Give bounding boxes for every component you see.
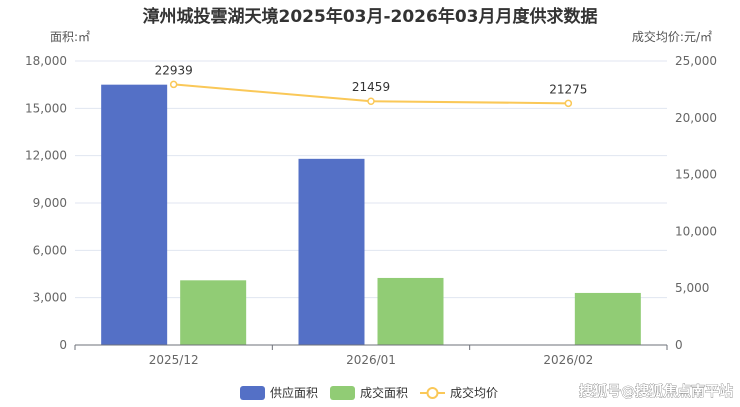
price-point-2 — [564, 99, 573, 108]
y-left-axis-name: 面积:㎡ — [50, 30, 90, 44]
y-left-ticks: 0 3,000 6,000 9,000 12,000 15,000 18,000 — [25, 54, 67, 352]
y-right-tick-label: 15,000 — [675, 168, 717, 182]
y-left-tick-label: 0 — [59, 338, 67, 352]
price-data-label: 21459 — [352, 80, 390, 94]
y-left-tick-label: 3,000 — [33, 291, 67, 305]
legend-swatch-1 — [330, 386, 355, 400]
legend-marker — [426, 387, 439, 399]
y-left-tick-label: 15,000 — [25, 101, 67, 115]
grid-lines — [75, 60, 667, 299]
y-right-tick-label: 0 — [675, 338, 683, 352]
y-right-ticks: 0 5,000 10,000 15,000 20,000 25,000 — [675, 54, 717, 352]
legend-label-2: 成交均价 — [450, 385, 498, 400]
y-right-tick-label: 25,000 — [675, 54, 717, 68]
price-point-1 — [367, 97, 375, 105]
x-axis: 2025/12 2026/01 2026/02 — [74, 344, 668, 367]
y-left-tick-label: 9,000 — [33, 196, 67, 210]
x-tick-label: 2026/01 — [346, 353, 396, 367]
price-data-label: 21275 — [549, 82, 587, 96]
legend-label-1: 成交面积 — [360, 385, 408, 400]
bars — [101, 84, 641, 346]
watermark: 搜狐号@搜狐焦点南平站 — [579, 383, 733, 400]
y-right-tick-label: 20,000 — [675, 111, 717, 125]
bar-deal-2 — [574, 292, 641, 345]
bar-deal-0 — [180, 280, 247, 345]
y-left-tick-label: 18,000 — [25, 54, 67, 68]
bar-supply-0 — [101, 84, 168, 346]
y-left-tick-label: 12,000 — [25, 149, 67, 163]
bar-deal-1 — [377, 277, 444, 345]
y-right-axis-name: 成交均价:元/㎡ — [632, 29, 712, 44]
x-tick-label: 2026/02 — [543, 353, 593, 367]
legend-swatch-0 — [240, 386, 265, 400]
chart-title: 漳州城投雲湖天境2025年03月-2026年03月月度供求数据 — [143, 6, 598, 27]
bar-supply-1 — [298, 158, 365, 345]
x-tick-label: 2025/12 — [149, 353, 199, 367]
price-data-label: 22939 — [155, 63, 193, 77]
legend-label-0: 供应面积 — [270, 385, 318, 400]
legend: 供应面积 成交面积 成交均价 — [240, 385, 498, 400]
price-line: 22939 21459 21275 — [155, 63, 587, 108]
y-left-tick-label: 6,000 — [33, 243, 67, 257]
price-point-0 — [169, 80, 178, 89]
y-right-tick-label: 10,000 — [675, 224, 717, 238]
y-right-tick-label: 5,000 — [675, 281, 709, 295]
